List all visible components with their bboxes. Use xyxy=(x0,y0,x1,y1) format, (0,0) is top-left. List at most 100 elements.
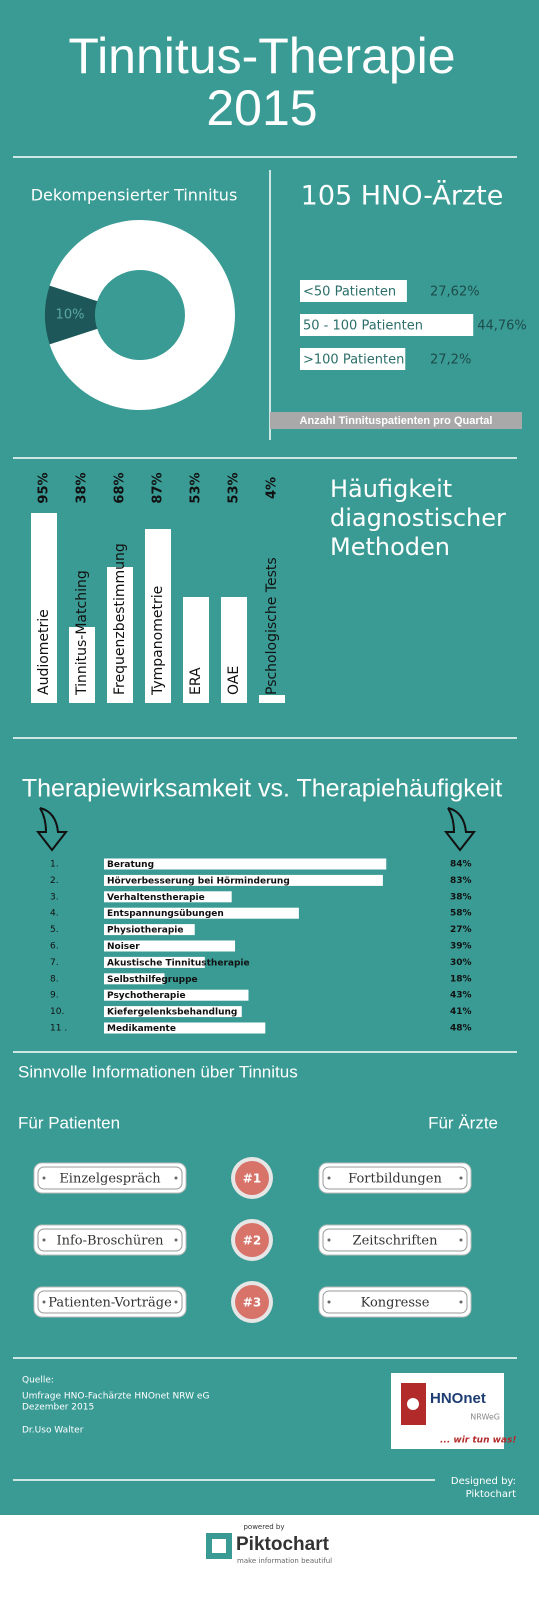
bar xyxy=(259,695,285,703)
category-label: Entspannungsübungen xyxy=(107,909,224,919)
chart-title: Therapiewirksamkeit vs. Therapiehäufigke… xyxy=(22,775,502,803)
data-label: 48% xyxy=(450,1024,472,1034)
bar xyxy=(221,597,247,703)
category-label: Kiefergelenksbehandlung xyxy=(107,1008,237,1018)
rank-label: #1 xyxy=(243,1172,261,1186)
bar xyxy=(31,513,57,703)
category-label: Frequenzbestimmung xyxy=(112,543,128,695)
category-label: Akustische Tinnitustherapie xyxy=(107,958,250,968)
bar xyxy=(104,891,232,903)
rank: 5. xyxy=(50,925,59,935)
data-label: 30% xyxy=(450,958,472,968)
arrow-right xyxy=(443,807,477,852)
label-plate xyxy=(33,1162,187,1194)
data-label: 38% xyxy=(450,892,472,902)
chart-title: Häufigkeit xyxy=(330,475,452,503)
plate-dot xyxy=(42,1238,46,1242)
category-label: Audiometrie xyxy=(36,609,52,695)
category-label: >100 Patienten xyxy=(303,353,404,368)
label-plate-border xyxy=(322,1290,468,1314)
category-label: OAE xyxy=(226,666,242,695)
plate-dot xyxy=(174,1300,178,1304)
bar xyxy=(145,529,171,703)
donut-slice xyxy=(44,285,98,345)
data-label: 44,76% xyxy=(477,319,527,334)
brand-icon-inner xyxy=(212,1539,226,1553)
logo-region: NRWeG xyxy=(470,1413,500,1422)
bar xyxy=(183,597,209,703)
rank: 2. xyxy=(50,876,59,886)
category-label: ERA xyxy=(188,667,204,695)
plate-dot xyxy=(327,1176,331,1180)
category-label: <50 Patienten xyxy=(303,285,396,300)
data-label: 68% xyxy=(113,472,128,503)
rank: 10. xyxy=(50,1007,64,1017)
data-label: 83% xyxy=(450,876,472,886)
plate-dot xyxy=(174,1238,178,1242)
bar xyxy=(104,858,387,870)
category-label: Hörverbesserung bei Hörminderung xyxy=(107,876,290,886)
rank: 6. xyxy=(50,942,59,952)
rank-badge xyxy=(235,1161,269,1195)
bar xyxy=(104,989,249,1001)
brand-tagline: make information beautiful xyxy=(237,1557,332,1565)
chart-title: diagnostischer xyxy=(330,504,506,532)
caption: Anzahl Tinnituspatienten pro Quartal xyxy=(300,415,493,427)
plate-dot xyxy=(327,1238,331,1242)
data-label: 41% xyxy=(450,1007,472,1017)
caption-bar xyxy=(270,412,522,429)
data-label: 53% xyxy=(227,472,242,503)
rank: 7. xyxy=(50,958,59,968)
bar xyxy=(104,956,205,968)
brand: Piktochart xyxy=(236,1534,330,1555)
donut-slice xyxy=(49,220,236,411)
label-plate xyxy=(318,1224,472,1256)
plate-dot xyxy=(42,1300,46,1304)
category-label: Pschologische Tests xyxy=(264,557,280,695)
chart-title: Methoden xyxy=(330,533,450,561)
label-plate xyxy=(33,1224,187,1256)
category-label: Physiotherapie xyxy=(107,926,183,936)
rank: 4. xyxy=(50,909,59,919)
plate-dot xyxy=(327,1300,331,1304)
bar xyxy=(104,1022,266,1034)
rank-label: #2 xyxy=(243,1234,261,1248)
rank-badge xyxy=(235,1223,269,1257)
bar xyxy=(300,348,406,370)
plate-dot xyxy=(174,1176,178,1180)
item-label: Zeitschriften xyxy=(353,1234,439,1249)
data-label: 4% xyxy=(265,477,280,499)
bar xyxy=(300,280,407,302)
chart-title: Dekompensierter Tinnitus xyxy=(31,186,238,205)
source-label: Quelle: xyxy=(22,1376,54,1386)
section-title: Sinnvolle Informationen über Tinnitus xyxy=(18,1062,298,1081)
data-label: 39% xyxy=(450,942,472,952)
data-label: 27,2% xyxy=(430,353,471,368)
title: 2015 xyxy=(206,80,317,136)
data-label: 10% xyxy=(56,308,85,323)
author: Dr.Uso Walter xyxy=(22,1426,84,1436)
item-label: Kongresse xyxy=(361,1296,430,1311)
label-plate-border xyxy=(322,1228,468,1252)
bar xyxy=(300,314,474,336)
footer-background xyxy=(0,1515,539,1600)
label-plate xyxy=(318,1162,472,1194)
rank: 1. xyxy=(50,860,59,870)
data-label: 87% xyxy=(151,472,166,503)
category-label: Tympanometrie xyxy=(150,586,166,696)
bar xyxy=(69,627,95,703)
designed-by: Designed by: xyxy=(451,1476,516,1487)
category-label: Medikamente xyxy=(107,1024,176,1034)
rank: 8. xyxy=(50,974,59,984)
data-label: 84% xyxy=(450,860,472,870)
bar xyxy=(104,973,165,985)
label-plate xyxy=(318,1286,472,1318)
category-label: Verhaltenstherapie xyxy=(107,893,205,903)
label-plate xyxy=(33,1286,187,1318)
plate-dot xyxy=(459,1300,463,1304)
label-plate-border xyxy=(37,1228,183,1252)
bar xyxy=(104,924,195,936)
logo-mark-dot xyxy=(407,1398,419,1410)
data-label: 58% xyxy=(450,909,472,919)
